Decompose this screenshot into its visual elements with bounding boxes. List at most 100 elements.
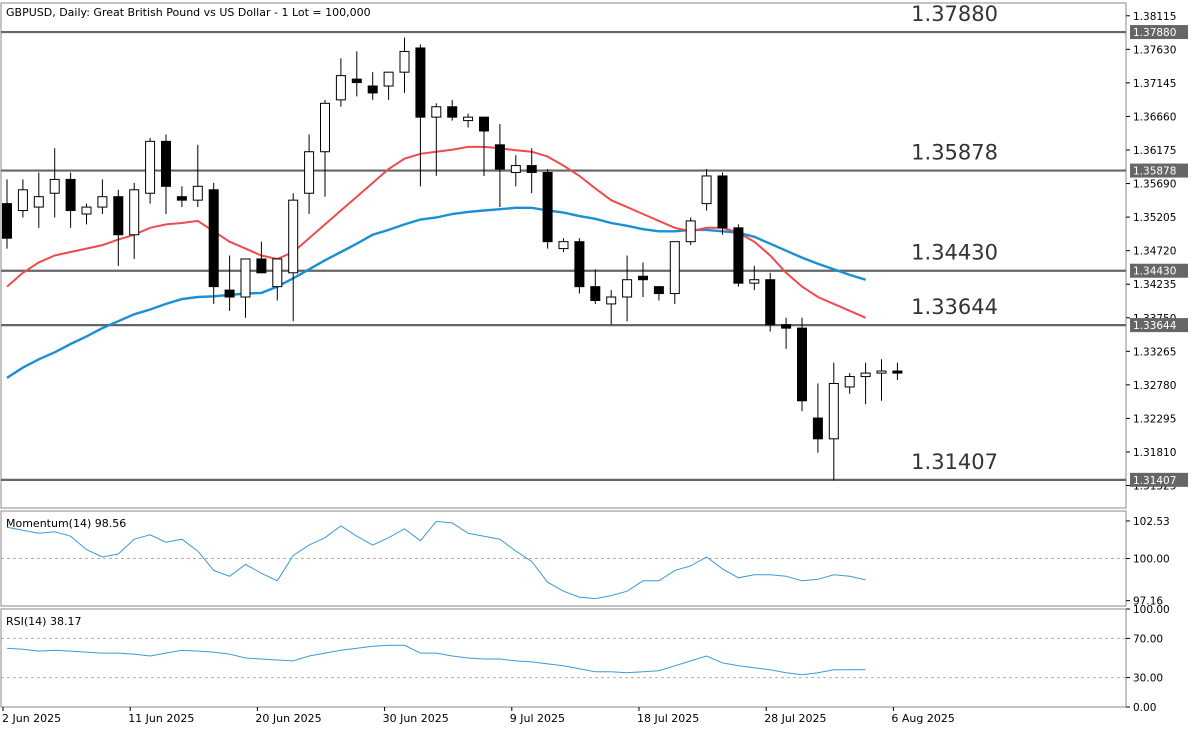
candle-body-bull bbox=[335, 75, 346, 101]
candle bbox=[463, 113, 474, 128]
candle bbox=[828, 362, 839, 481]
candle bbox=[892, 362, 903, 381]
candle bbox=[240, 258, 251, 318]
candle-body-bull bbox=[383, 71, 394, 87]
level-tag bbox=[1130, 472, 1188, 487]
level-tag bbox=[1130, 163, 1188, 178]
candle bbox=[288, 193, 299, 322]
candle-body-bear bbox=[812, 417, 823, 440]
price-tick-label: 1.33265 bbox=[1133, 346, 1176, 358]
candle bbox=[749, 265, 760, 291]
rsi-tick-label: 0.00 bbox=[1133, 702, 1156, 714]
rsi-indicator: 100.00 70.00 30.00 0.00 bbox=[1, 604, 1170, 714]
candle bbox=[574, 238, 585, 294]
rsi-tick-label: 70.00 bbox=[1133, 633, 1163, 645]
momentum-tick-label: 102.53 bbox=[1133, 516, 1170, 528]
candle bbox=[320, 99, 330, 197]
candle-body-bull bbox=[399, 50, 410, 73]
price-pane-frame bbox=[0, 2, 1127, 509]
candle bbox=[447, 99, 458, 121]
candle bbox=[797, 317, 807, 412]
candle-body-bear bbox=[494, 144, 505, 170]
price-tick-label: 1.35690 bbox=[1133, 179, 1176, 191]
momentum-title: Momentum(14) 98.56 bbox=[6, 517, 126, 530]
candle bbox=[876, 359, 887, 401]
candle-body-bear bbox=[638, 275, 648, 281]
horizontal-levels: 1.37880 1.37880 1.35878 1.35878 1.34430 1.344… bbox=[1, 2, 1188, 487]
time-tick-label: 18 Jul 2025 bbox=[637, 712, 699, 725]
candle bbox=[622, 255, 633, 322]
candlesticks bbox=[2, 37, 903, 481]
rsi-tick-label: 100.00 bbox=[1133, 604, 1170, 616]
time-tick-label: 2 Jun 2025 bbox=[2, 712, 61, 725]
level-label: 1.37880 bbox=[911, 2, 998, 26]
time-tick-label: 20 Jun 2025 bbox=[255, 712, 321, 725]
candle bbox=[733, 224, 744, 287]
candle bbox=[812, 383, 823, 453]
level-tag-label: 1.35878 bbox=[1133, 166, 1176, 178]
price-tick-label: 1.37145 bbox=[1133, 78, 1176, 90]
candle-body-bull bbox=[860, 372, 871, 378]
candle-body-bull bbox=[192, 185, 203, 201]
candle-body-bear bbox=[526, 165, 537, 173]
candle bbox=[494, 124, 505, 208]
price-axis: 1.38115 1.37630 1.37145 1.36660 1.36175 1.356… bbox=[1126, 11, 1176, 493]
candle-body-bull bbox=[145, 140, 156, 194]
time-tick-label: 30 Jun 2025 bbox=[383, 712, 449, 725]
time-tick-label: 28 Jul 2025 bbox=[764, 712, 826, 725]
candle-body-bull bbox=[320, 102, 330, 153]
candle-body-bear bbox=[367, 85, 378, 94]
candle-body-bear bbox=[590, 286, 601, 301]
candle-body-bear bbox=[542, 171, 553, 243]
price-tick-label: 1.38115 bbox=[1133, 11, 1176, 23]
candle-body-bull bbox=[876, 370, 887, 374]
candle bbox=[510, 155, 521, 187]
candle-body-bear bbox=[781, 324, 792, 329]
candle-body-bull bbox=[463, 116, 474, 122]
momentum-tick-label: 100.00 bbox=[1133, 554, 1170, 566]
candle-body-bull bbox=[669, 241, 680, 295]
candle-body-bull bbox=[33, 196, 44, 208]
candle-body-bear bbox=[733, 227, 744, 284]
candle bbox=[717, 172, 728, 235]
time-tick-label: 11 Jun 2025 bbox=[128, 712, 194, 725]
candle-body-bull bbox=[606, 296, 617, 305]
level-label: 1.34430 bbox=[911, 241, 998, 265]
candle-body-bear bbox=[892, 370, 903, 374]
candle-body-bull bbox=[97, 196, 108, 208]
candle bbox=[479, 116, 489, 176]
price-tick-label: 1.35205 bbox=[1133, 212, 1176, 224]
candle-body-bear bbox=[208, 189, 219, 288]
candle-body-bear bbox=[2, 203, 12, 239]
candle bbox=[701, 169, 712, 211]
candle bbox=[526, 148, 537, 194]
candle-body-bear bbox=[415, 47, 426, 118]
level-tag-label: 1.33644 bbox=[1133, 320, 1177, 332]
momentum-indicator: 102.53 100.00 97.16 bbox=[1, 516, 1170, 608]
candle bbox=[304, 134, 315, 214]
candle bbox=[351, 51, 362, 97]
candle-body-bear bbox=[224, 289, 235, 298]
candle-body-bear bbox=[161, 140, 171, 187]
candle bbox=[272, 258, 283, 301]
candle bbox=[49, 148, 60, 218]
candle bbox=[558, 238, 569, 253]
candle-body-bull bbox=[431, 106, 442, 118]
level-label: 1.35878 bbox=[911, 141, 998, 165]
candle-body-bear bbox=[653, 286, 664, 295]
candle-body-bull bbox=[749, 279, 760, 284]
rsi-pane-frame bbox=[0, 608, 1127, 708]
level-tag-label: 1.31407 bbox=[1133, 475, 1176, 487]
candle bbox=[781, 317, 792, 349]
candle bbox=[653, 286, 664, 301]
price-tick-label: 1.36660 bbox=[1133, 111, 1176, 123]
candle bbox=[860, 362, 871, 405]
candle bbox=[65, 172, 76, 228]
candle-body-bear bbox=[447, 106, 458, 118]
candle bbox=[145, 137, 156, 204]
time-tick-label: 9 Jul 2025 bbox=[510, 712, 565, 725]
candle bbox=[431, 103, 442, 176]
